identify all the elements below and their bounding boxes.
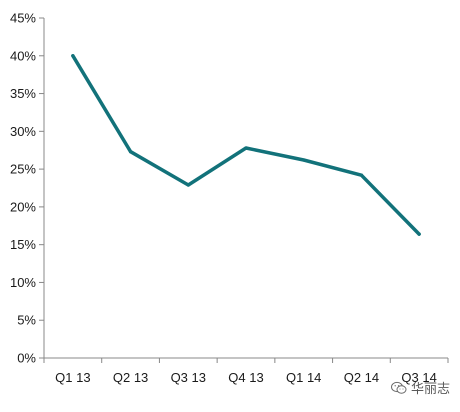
x-tick-label: Q4 13 (228, 370, 263, 385)
y-tick-label: 5% (17, 313, 36, 328)
series-line (71, 54, 421, 236)
axes (43, 18, 448, 359)
y-tick-label: 30% (10, 124, 36, 139)
y-tick-label: 0% (17, 351, 36, 366)
data-point (128, 150, 133, 154)
x-axis-ticks: Q1 13 Q2 13 Q3 13 Q4 13 Q1 14 Q2 14 Q3 14 (43, 358, 449, 385)
data-point (71, 54, 75, 58)
data-point (244, 146, 248, 150)
y-tick-label: 10% (10, 275, 36, 290)
data-point (186, 183, 190, 187)
y-tick-label: 25% (10, 162, 36, 177)
wechat-icon (390, 381, 407, 394)
x-tick-label: Q1 14 (286, 370, 321, 385)
y-tick-label: 15% (10, 237, 36, 252)
x-tick-label: Q2 13 (113, 370, 148, 385)
data-point (359, 173, 364, 177)
watermark: 华丽志 (390, 378, 450, 397)
watermark-text: 华丽志 (410, 382, 450, 397)
y-tick-label: 40% (10, 48, 36, 63)
data-point (302, 158, 306, 162)
y-axis-ticks: 0% 5% 10% 15% 20% 25% 30% 35% 40% 45% (10, 11, 44, 366)
x-tick-label: Q1 13 (55, 370, 90, 385)
series-lines (71, 54, 421, 236)
x-tick-label: Q2 14 (344, 370, 379, 385)
x-tick-label: Q3 13 (171, 370, 206, 385)
data-point (417, 232, 421, 236)
x-tick-label: Q3 14 (401, 370, 436, 385)
y-tick-label: 45% (10, 11, 36, 26)
y-tick-label: 20% (10, 199, 36, 214)
y-tick-label: 35% (10, 86, 36, 101)
